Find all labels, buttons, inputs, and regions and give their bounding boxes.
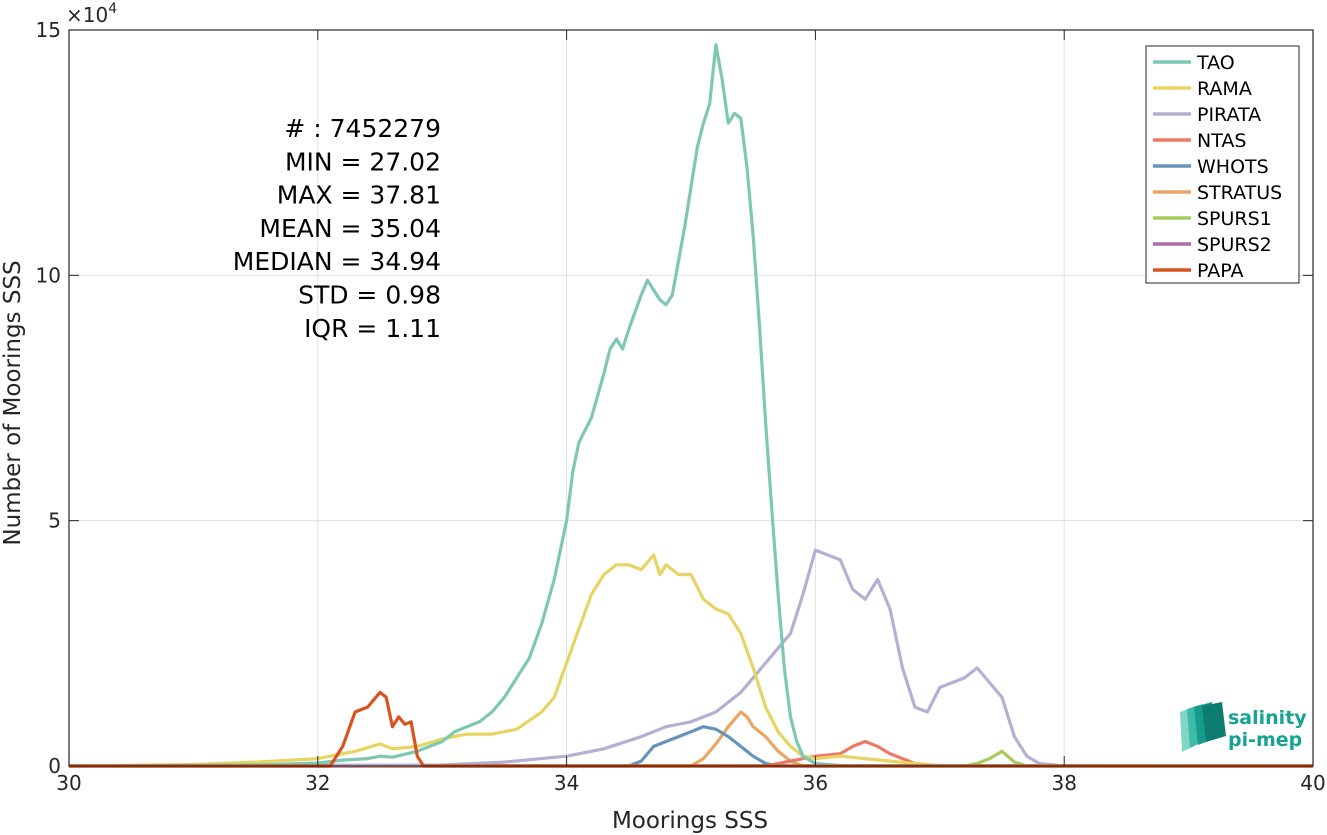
y-axis-label: Number of Moorings SSS [0, 260, 26, 545]
legend-label-whots: WHOTS [1197, 156, 1269, 178]
grid-lines [69, 29, 1313, 766]
stats-line: MEDIAN = 34.94 [233, 247, 441, 276]
y-tick-label: 5 [48, 509, 61, 533]
x-tick-label: 34 [554, 771, 579, 795]
stats-line: # : 7452279 [284, 114, 441, 143]
series-line-tao [68, 43, 1314, 768]
series-lines [68, 43, 1314, 768]
y-scale-exponent: 4 [108, 1, 117, 17]
series-line-papa [69, 690, 1313, 768]
legend-label-stratus: STRATUS [1197, 182, 1282, 204]
x-tick-label: 36 [803, 771, 828, 795]
x-tick-label: 40 [1300, 771, 1325, 795]
stats-line: MEAN = 35.04 [259, 214, 441, 243]
y-tick-label: 0 [48, 754, 61, 778]
y-scale-label: ×104 [66, 1, 117, 27]
plot-frame [68, 29, 1314, 767]
logo-text-line-1: salinity [1228, 707, 1307, 729]
legend-label-papa: PAPA [1197, 260, 1243, 282]
stats-line: STD = 0.98 [298, 281, 441, 310]
y-tick-label: 15 [36, 18, 61, 42]
legend-label-spurs1: SPURS1 [1197, 208, 1272, 230]
salinity-pi-mep-logo: salinity pi-mep [1180, 702, 1307, 752]
logo-mark-icon [1180, 702, 1226, 752]
stats-line: MAX = 37.81 [277, 181, 441, 210]
axis-ticks: 30 32 34 36 38 40 0 5 10 15 [36, 18, 1326, 795]
x-tick-label: 38 [1051, 771, 1076, 795]
series-line-whots [69, 725, 1313, 768]
legend: TAO RAMA PIRATA NTAS WHOTS STRATUS SPURS1 SPURS… [1145, 45, 1300, 284]
series-line-rama [68, 553, 1313, 768]
series-line-pirata [68, 548, 1313, 768]
x-tick-label: 32 [305, 771, 330, 795]
y-tick-label: 10 [36, 263, 61, 287]
stats-line: IQR = 1.11 [304, 314, 441, 343]
legend-label-spurs2: SPURS2 [1197, 234, 1272, 256]
statistics-annotation: # : 7452279 MIN = 27.02 MAX = 37.81 MEAN = … [233, 114, 441, 343]
stats-line: MIN = 27.02 [285, 147, 441, 176]
legend-label-ntas: NTAS [1197, 130, 1246, 152]
legend-label-pirata: PIRATA [1197, 104, 1261, 126]
logo-text-line-2: pi-mep [1228, 729, 1302, 751]
legend-label-rama: RAMA [1197, 78, 1252, 100]
legend-label-tao: TAO [1196, 52, 1235, 74]
x-tick-label: 30 [56, 771, 81, 795]
x-axis-label: Moorings SSS [612, 808, 768, 834]
